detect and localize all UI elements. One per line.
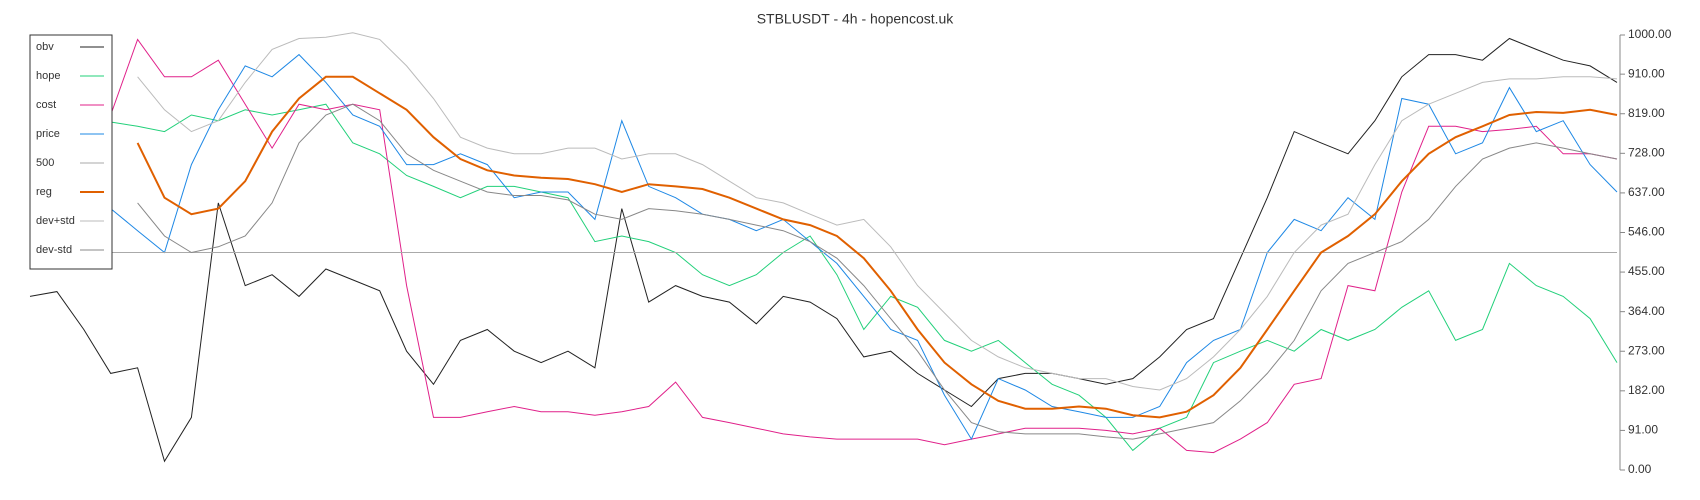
- y-tick-label: 0.00: [1628, 462, 1652, 476]
- y-tick-label: 546.00: [1628, 225, 1665, 239]
- y-tick-label: 910.00: [1628, 66, 1665, 80]
- y-tick-label: 182.00: [1628, 383, 1665, 397]
- y-tick-label: 819.00: [1628, 106, 1665, 120]
- y-tick-label: 273.00: [1628, 343, 1665, 357]
- y-tick-label: 637.00: [1628, 185, 1665, 199]
- chart-title: STBLUSDT - 4h - hopencost.uk: [757, 11, 955, 27]
- line-series: [110, 53, 1618, 441]
- y-tick-label: 364.00: [1628, 304, 1665, 318]
- legend-label: dev-std: [36, 244, 72, 256]
- legend-label: obv: [36, 41, 54, 53]
- legend: obv hope cost price 500 reg dev+std dev-std: [29, 34, 113, 270]
- legend-box: [29, 34, 113, 270]
- legend-label: reg: [36, 186, 52, 198]
- legend-label: 500: [36, 157, 54, 169]
- line-series: [136, 75, 1618, 419]
- legend-label: price: [36, 128, 60, 140]
- line-series: [110, 103, 1618, 452]
- y-tick-label: 1000.00: [1628, 27, 1672, 41]
- line-series: [29, 37, 1618, 463]
- legend-label: dev+std: [36, 215, 75, 227]
- line-series: [137, 103, 1618, 440]
- legend-label: cost: [36, 99, 56, 111]
- y-tick-label: 91.00: [1628, 423, 1658, 437]
- y-tick-label: 728.00: [1628, 145, 1665, 159]
- legend-label: hope: [36, 70, 60, 82]
- line-series: [110, 38, 1618, 454]
- line-series: [137, 32, 1618, 391]
- y-tick-label: 455.00: [1628, 264, 1665, 278]
